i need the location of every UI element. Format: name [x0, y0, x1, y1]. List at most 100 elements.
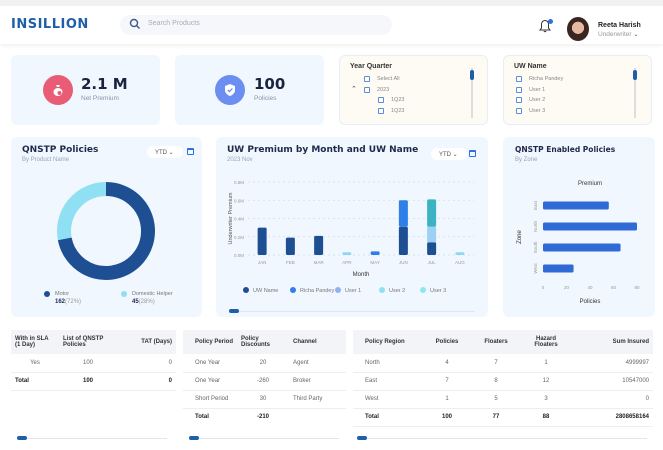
y-tick-label: East: [533, 200, 538, 210]
x-tick-label: JUL: [428, 260, 436, 265]
x-tick-label: MAR: [314, 260, 325, 265]
column-header[interactable]: Policy Period: [183, 330, 237, 354]
user-role-dropdown[interactable]: Underwriter ⌄: [598, 31, 638, 38]
table-row: Yes 100 0: [11, 354, 176, 373]
app-logo[interactable]: INSILLION: [11, 17, 89, 32]
bar-west: [543, 264, 574, 273]
y-axis-label: Zone: [517, 230, 523, 244]
net-premium-label: Net Premium: [81, 95, 119, 102]
legend-swatch: [121, 291, 127, 297]
column-header[interactable]: TAT (Days): [117, 330, 176, 354]
collapse-chevron-icon[interactable]: ⌃: [351, 86, 357, 93]
chart-top-label: Premium: [578, 181, 602, 187]
bar-south: [543, 243, 621, 252]
kpi-card-net-premium: 2.1 M Net Premium: [11, 55, 160, 125]
legend-motor: Motor: [44, 291, 69, 297]
column-header[interactable]: Channel: [289, 330, 346, 354]
table-row: North 4 7 1 4999997: [353, 354, 653, 373]
period-select[interactable]: YTD ⌄: [431, 148, 467, 160]
year-quarter-title: Year Quarter: [350, 63, 393, 70]
year-quarter-option[interactable]: 2023: [364, 87, 389, 93]
column-header[interactable]: Hazard Floaters: [521, 330, 571, 354]
search-placeholder: Search Products: [148, 20, 200, 27]
scrollbar-track[interactable]: [634, 68, 636, 118]
column-header[interactable]: With in SLA (1 Day): [11, 330, 59, 354]
scrollbar-thumb[interactable]: [470, 70, 474, 80]
table-row: West 1 5 3 0: [353, 390, 653, 409]
year-quarter-option[interactable]: 1Q23: [378, 97, 404, 103]
checkbox[interactable]: [378, 97, 384, 103]
calendar-icon[interactable]: [469, 150, 476, 157]
column-header[interactable]: Floaters: [471, 330, 521, 354]
search-input[interactable]: Search Products: [120, 15, 392, 35]
y-tick-label: 0.0M: [234, 253, 244, 258]
uw-name-option[interactable]: User 1: [516, 87, 545, 93]
table-row: Short Period 30 Third Party: [183, 390, 346, 409]
legend-swatch: [44, 291, 50, 297]
x-tick-label: 20: [564, 285, 570, 290]
calendar-icon[interactable]: [187, 148, 194, 155]
notification-bell-icon[interactable]: [539, 19, 551, 33]
legend-motor-value: 162(72%): [55, 299, 82, 305]
legend-swatch: [420, 287, 426, 293]
table-total-row: Total 100 77 88 2808658164: [353, 408, 653, 427]
uw-name-option[interactable]: User 3: [516, 108, 545, 114]
uw-premium-subtitle: 2023 Nov: [227, 157, 253, 163]
table-row: East 7 8 12 10547000: [353, 372, 653, 391]
chart-scrollbar-thumb[interactable]: [229, 309, 239, 313]
sla-table: With in SLA (1 Day) List of QNSTP Polici…: [11, 330, 176, 391]
checkbox[interactable]: [364, 87, 370, 93]
x-tick-label: MAY: [370, 260, 379, 265]
checkbox[interactable]: [378, 108, 384, 114]
uw-name-option[interactable]: Richa Pandey: [516, 76, 563, 82]
uw-name-title: UW Name: [514, 63, 547, 70]
table-scrollbar-track[interactable]: [17, 438, 167, 439]
bar-jul-uw-name: [427, 242, 437, 255]
checkbox[interactable]: [516, 97, 522, 103]
column-header[interactable]: Policy Region: [353, 330, 423, 354]
year-quarter-option[interactable]: 1Q23: [378, 108, 404, 114]
column-header[interactable]: Policy Discounts: [237, 330, 289, 354]
legend-label: UW Name: [253, 288, 278, 294]
sla-table-panel: With in SLA (1 Day) List of QNSTP Polici…: [11, 330, 176, 445]
x-tick-label: 60: [611, 285, 617, 290]
bar-jul-user-3: [427, 199, 437, 227]
table-scrollbar-thumb[interactable]: [357, 436, 367, 440]
user-role: Underwriter: [598, 31, 632, 38]
year-quarter-option[interactable]: Select All: [364, 76, 400, 82]
checkbox[interactable]: [516, 87, 522, 93]
checkbox[interactable]: [516, 108, 522, 114]
notification-badge: [548, 19, 553, 24]
uw-name-option[interactable]: User 2: [516, 97, 545, 103]
horizontal-bar-chart: Premium East North South West 0 20 40 60 80 Polici…: [517, 181, 640, 305]
scrollbar-track[interactable]: [471, 68, 473, 118]
column-header[interactable]: List of QNSTP Policies: [59, 330, 117, 354]
x-axis-label: Policies: [580, 299, 601, 305]
column-header[interactable]: Policies: [423, 330, 471, 354]
discounts-table-panel: Policy Period Policy Discounts Channel O…: [183, 330, 346, 445]
y-tick-label: South: [533, 241, 538, 253]
avatar[interactable]: [567, 17, 589, 41]
column-header[interactable]: Sum Insured: [571, 330, 653, 354]
uw-premium-title: UW Premium by Month and UW Name: [227, 145, 419, 155]
policies-label: Policies: [254, 95, 277, 102]
legend-swatch: [243, 287, 249, 293]
checkbox[interactable]: [516, 76, 522, 82]
table-scrollbar-thumb[interactable]: [17, 436, 27, 440]
chart-scrollbar-track[interactable]: [229, 311, 475, 312]
year-quarter-filter: Year Quarter Select All ⌃ 2023 1Q23 1Q23: [339, 55, 488, 125]
table-scrollbar-track[interactable]: [357, 438, 647, 439]
y-tick-label: 0.2M: [234, 235, 244, 240]
legend-label: User 3: [430, 288, 446, 294]
table-scrollbar-thumb[interactable]: [189, 436, 199, 440]
qnstp-policies-card: QNSTP Policies By Product Name YTD ⌄ Mot…: [11, 137, 202, 317]
discounts-table: Policy Period Policy Discounts Channel O…: [183, 330, 346, 426]
scrollbar-thumb[interactable]: [633, 70, 637, 80]
policies-value: 100: [254, 75, 286, 93]
x-tick-label: FEB: [286, 260, 295, 265]
legend-label: User 2: [389, 288, 405, 294]
table-scrollbar-track[interactable]: [189, 438, 339, 439]
period-select[interactable]: YTD ⌄: [147, 146, 183, 158]
checkbox[interactable]: [364, 76, 370, 82]
bar-north: [543, 222, 637, 231]
